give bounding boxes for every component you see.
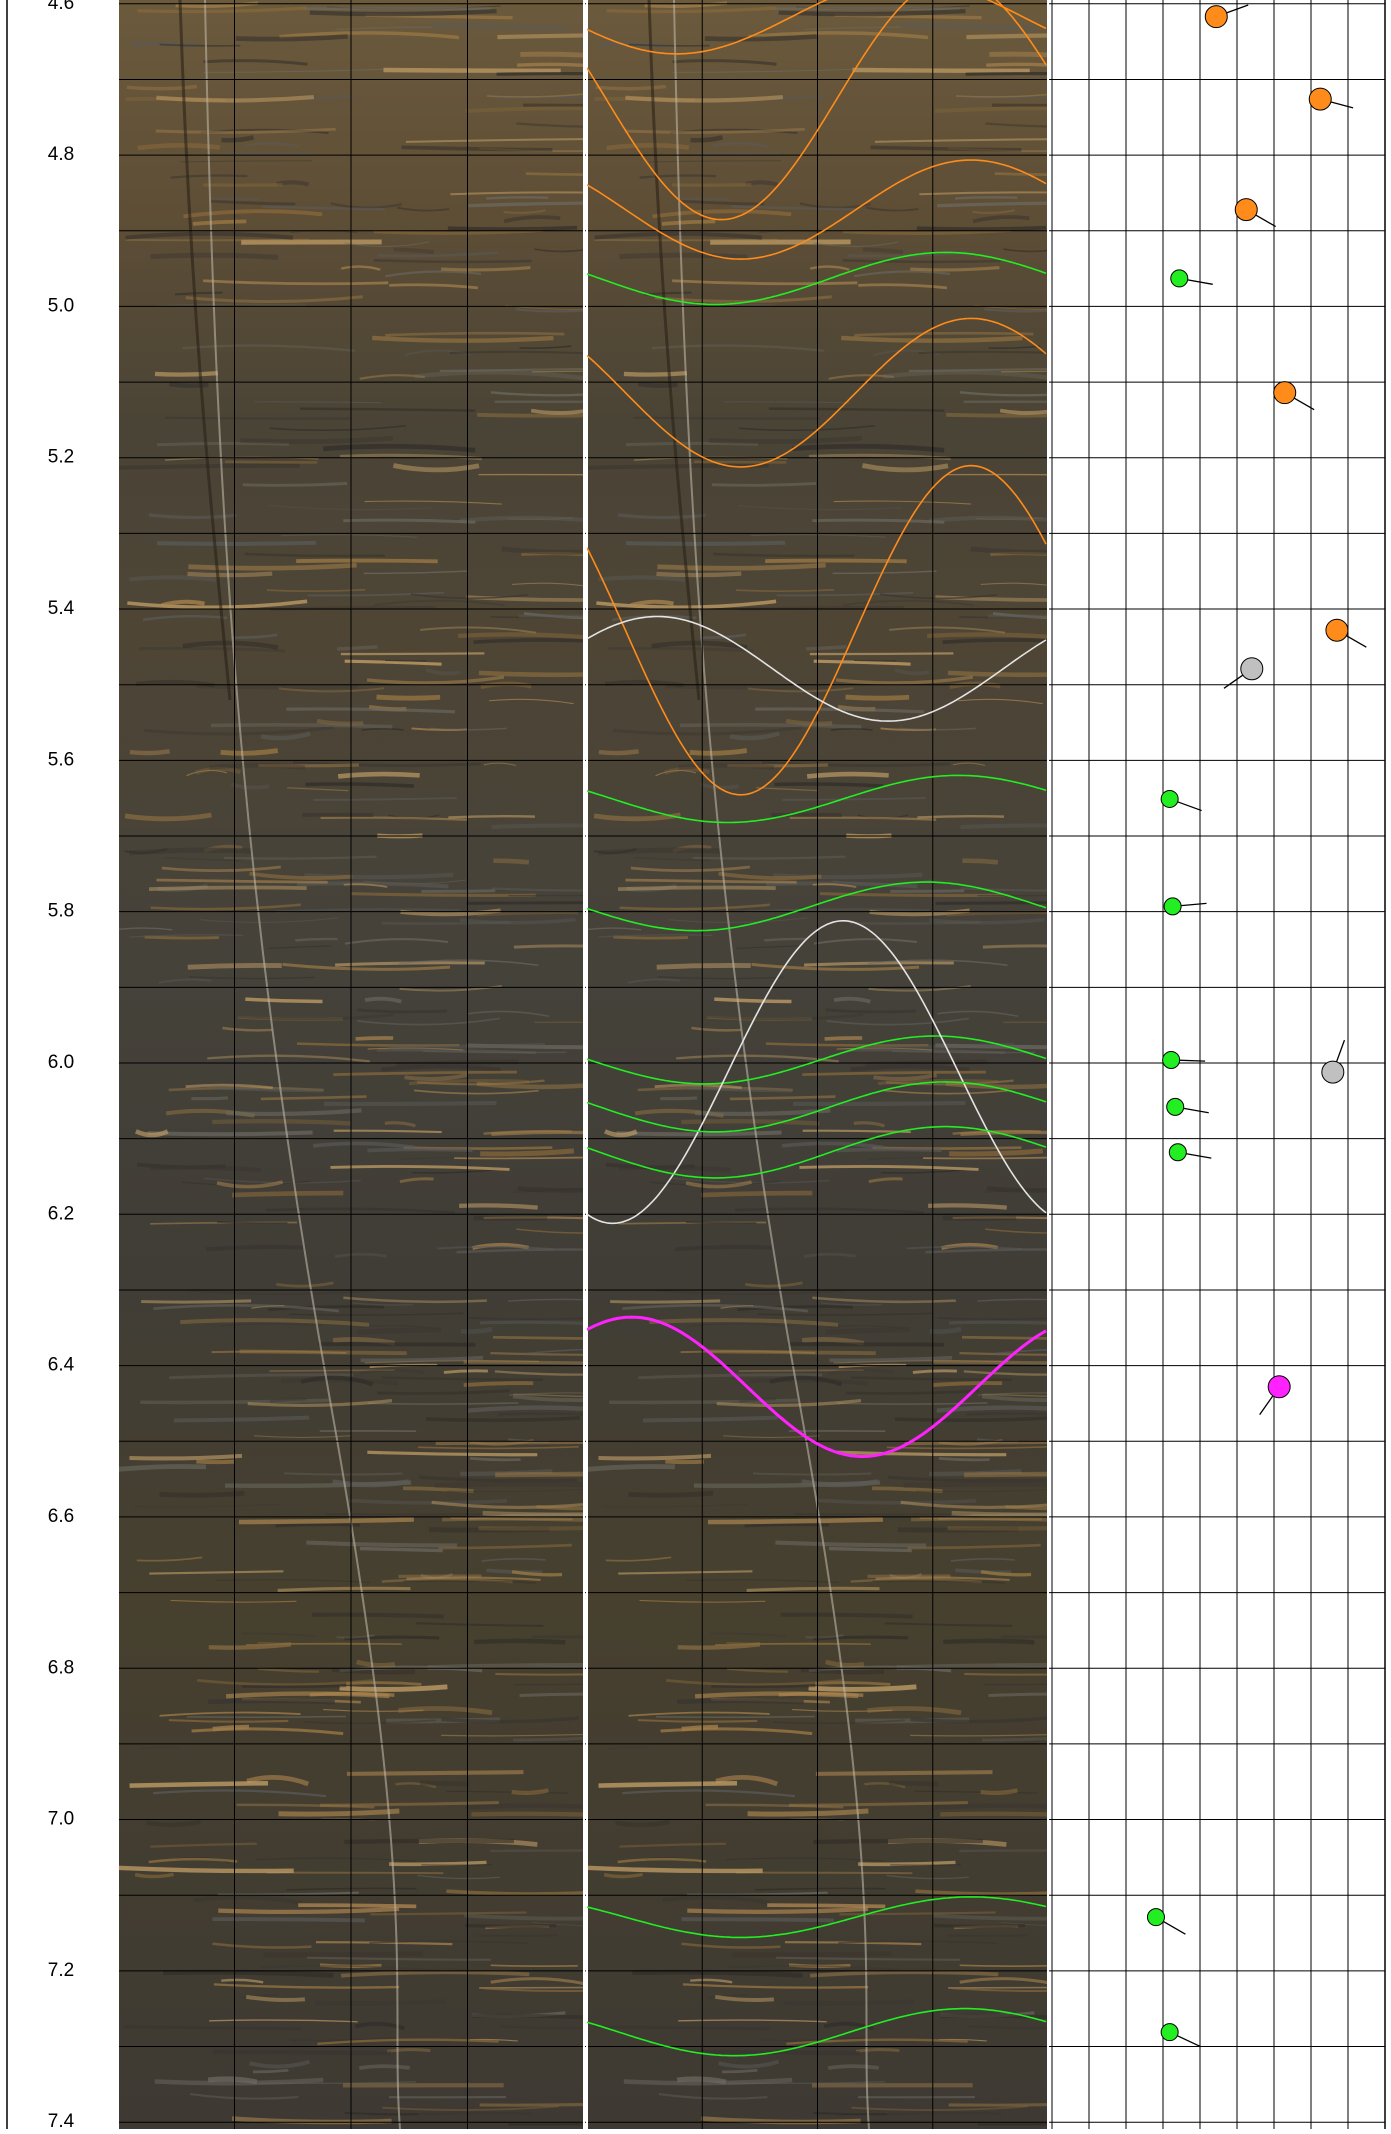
- sinusoid: [587, 615, 1047, 722]
- tadpole-head: [1273, 381, 1297, 405]
- sinusoid: [587, 1125, 1047, 1179]
- tadpole-head: [1267, 1375, 1291, 1399]
- tadpole-head: [1160, 2023, 1179, 2042]
- y-tick-label: 6.8: [48, 1657, 74, 1678]
- tadpole-head: [1163, 897, 1182, 916]
- sinusoid: [587, 317, 1047, 468]
- tadpole-head: [1308, 87, 1332, 111]
- tadpole-head: [1170, 269, 1189, 288]
- y-tick-label: 5.2: [48, 447, 74, 468]
- sinusoid: [587, 0, 1047, 55]
- sinusoid: [587, 1035, 1047, 1085]
- tadpole-head: [1146, 1908, 1165, 1927]
- sinusoid: [587, 1896, 1047, 1939]
- sinusoid: [587, 2007, 1047, 2057]
- sinusoid: [587, 159, 1047, 260]
- tadpole-head: [1160, 789, 1179, 808]
- y-tick-label: 7.4: [48, 2111, 75, 2129]
- y-tick-label: 5.0: [48, 295, 74, 316]
- y-tick-label: 6.2: [48, 1203, 74, 1224]
- y-tick-label: 7.0: [48, 1809, 74, 1830]
- tadpole-head: [1204, 5, 1228, 29]
- sinusoids: [587, 0, 1047, 2057]
- tadpole-head: [1234, 198, 1258, 222]
- tadpoles: [1146, 4, 1367, 2048]
- y-tick-label: 5.8: [48, 901, 74, 922]
- sinusoid: [587, 1081, 1047, 1133]
- y-tick-label: 5.6: [48, 749, 74, 770]
- tadpole-head: [1321, 1060, 1345, 1084]
- tadpole-head: [1168, 1143, 1187, 1162]
- tadpole-head: [1240, 657, 1264, 681]
- sinusoid: [587, 774, 1047, 824]
- y-tick-label: 4.8: [48, 144, 74, 165]
- tadpole-head: [1166, 1097, 1185, 1116]
- tadpole-head: [1325, 618, 1349, 642]
- sinusoid: [587, 881, 1047, 932]
- sinusoid: [587, 920, 1047, 1225]
- sinusoid: [587, 1315, 1047, 1458]
- y-tick-label: 7.2: [48, 1960, 74, 1981]
- sinusoid: [587, 0, 1047, 221]
- sinusoid: [587, 251, 1047, 306]
- y-tick-label: 5.4: [48, 598, 75, 619]
- grid: [117, 0, 1386, 2129]
- y-tick-label: 6.0: [48, 1052, 74, 1073]
- y-tick-label: 6.4: [48, 1355, 75, 1376]
- y-tick-label: 6.6: [48, 1506, 74, 1527]
- y-tick-label: 4.6: [48, 0, 74, 14]
- tadpole-head: [1162, 1050, 1181, 1069]
- sinusoid: [587, 464, 1047, 796]
